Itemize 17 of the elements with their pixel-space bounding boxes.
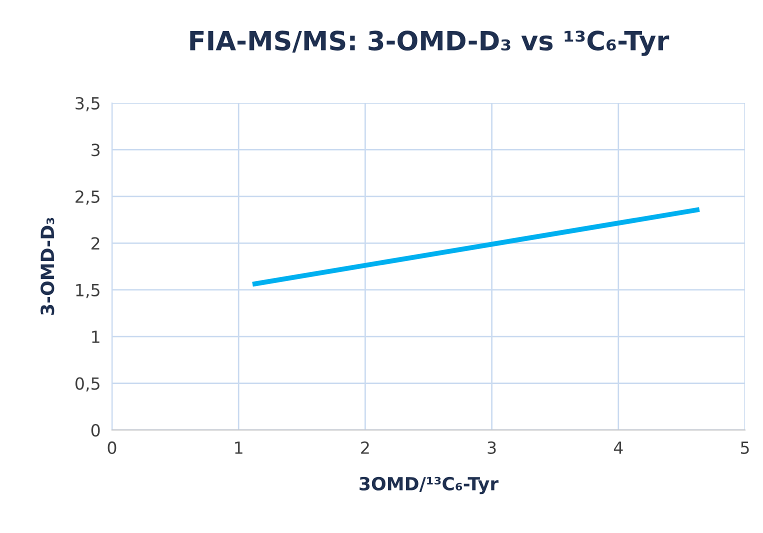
y-tick-label: 2 xyxy=(92,237,100,250)
y-tick-label: 3,5 xyxy=(76,96,100,112)
y-tick-label: 0 xyxy=(91,424,100,437)
x-tick-label: 0 xyxy=(108,441,116,454)
y-axis-title: 3-OMD-D₃ xyxy=(40,218,54,315)
y-tick-label: 0,5 xyxy=(75,377,100,392)
y-tick-label: 3 xyxy=(92,144,100,156)
y-tick-label: 1 xyxy=(92,330,100,343)
y-tick-label: 2,5 xyxy=(76,190,100,205)
x-axis-title: 3OMD/¹³C₆-Tyr xyxy=(360,476,499,494)
x-tick-label: 1 xyxy=(235,442,242,454)
chart-title: FIA-MS/MS: 3-OMD-D₃ vs ¹³C₆-Tyr xyxy=(190,30,670,56)
y-tick-label: 1,5 xyxy=(76,284,100,298)
x-tick-label: 4 xyxy=(614,442,623,454)
x-tick-label: 2 xyxy=(361,441,369,454)
x-tick-label: 3 xyxy=(488,441,496,454)
x-tick-label: 5 xyxy=(740,442,749,454)
